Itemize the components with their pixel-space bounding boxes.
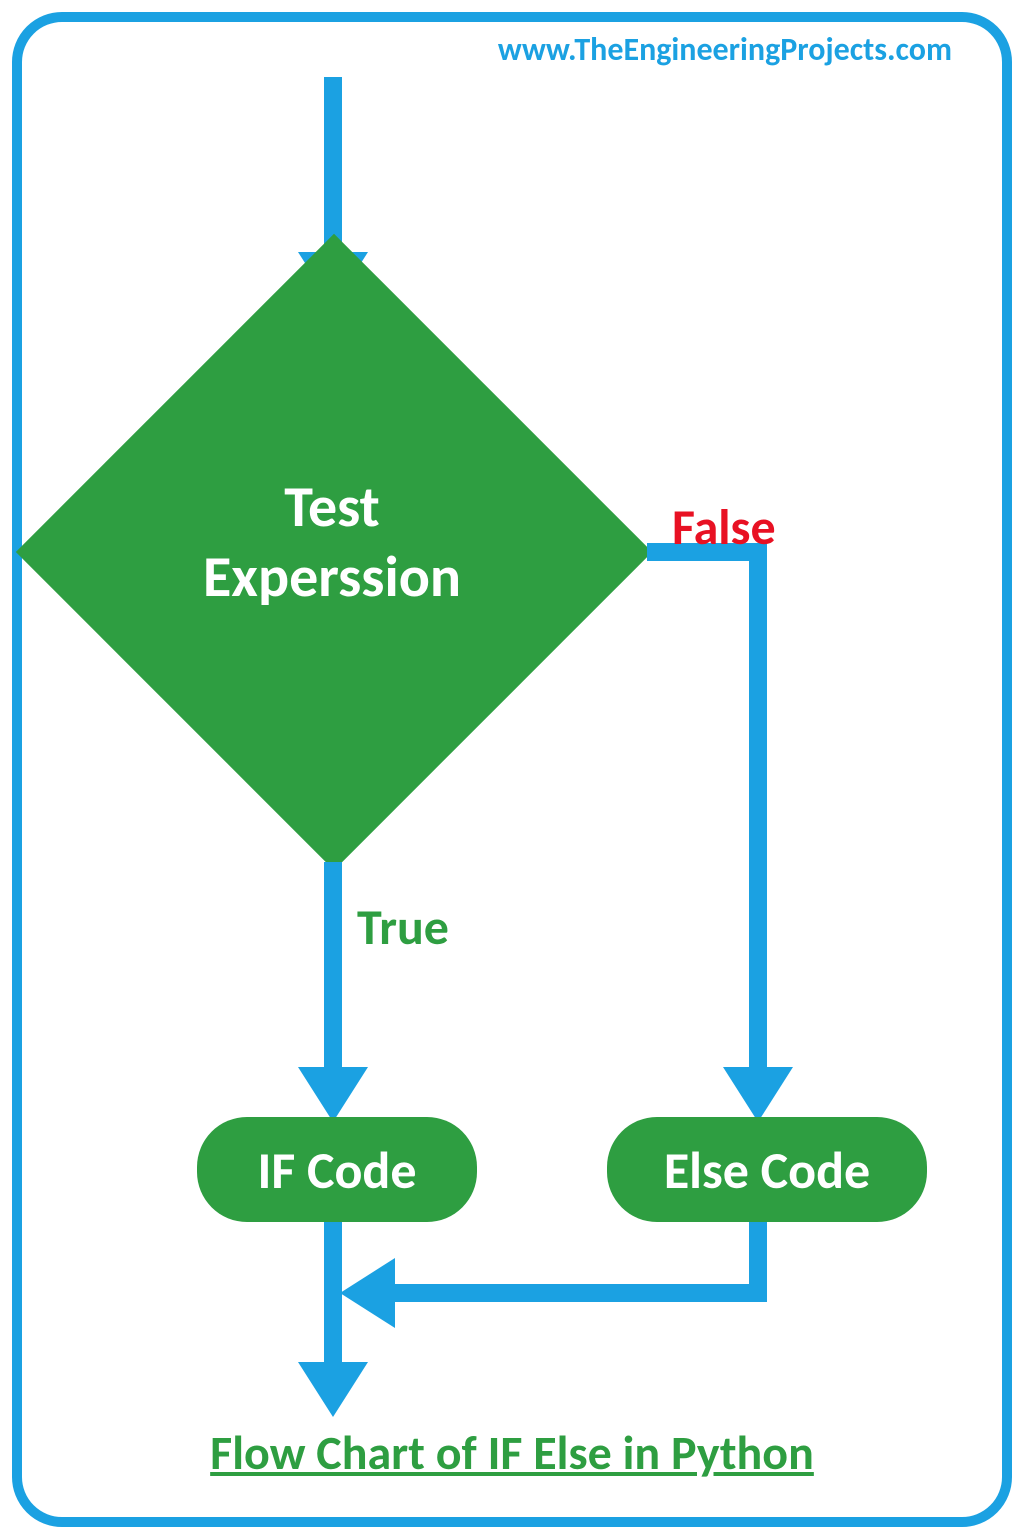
decision-label: Test Experssion <box>82 472 582 611</box>
true-label: True <box>357 897 449 958</box>
if-exit-arrow-head <box>298 1362 368 1417</box>
flowchart-frame: www.TheEngineeringProjects.com Test Expe… <box>12 12 1012 1527</box>
else-code-label: Else Code <box>664 1138 870 1202</box>
false-label: False <box>672 497 776 558</box>
else-code-node: Else Code <box>607 1117 927 1222</box>
true-arrow-head <box>298 1067 368 1122</box>
else-merge-h <box>392 1284 767 1302</box>
true-arrow-line <box>324 862 342 1072</box>
if-code-label: IF Code <box>257 1138 416 1202</box>
entry-arrow-line <box>324 77 342 257</box>
watermark-text: www.TheEngineeringProjects.com <box>498 30 952 69</box>
flowchart-caption: Flow Chart of IF Else in Python <box>22 1423 1002 1482</box>
decision-label-line1: Test <box>284 471 380 542</box>
if-code-node: IF Code <box>197 1117 477 1222</box>
false-arrow-head <box>723 1067 793 1122</box>
else-merge-arrow-head <box>340 1258 395 1328</box>
decision-label-line2: Experssion <box>203 541 461 612</box>
false-arrow-v <box>749 543 767 1073</box>
